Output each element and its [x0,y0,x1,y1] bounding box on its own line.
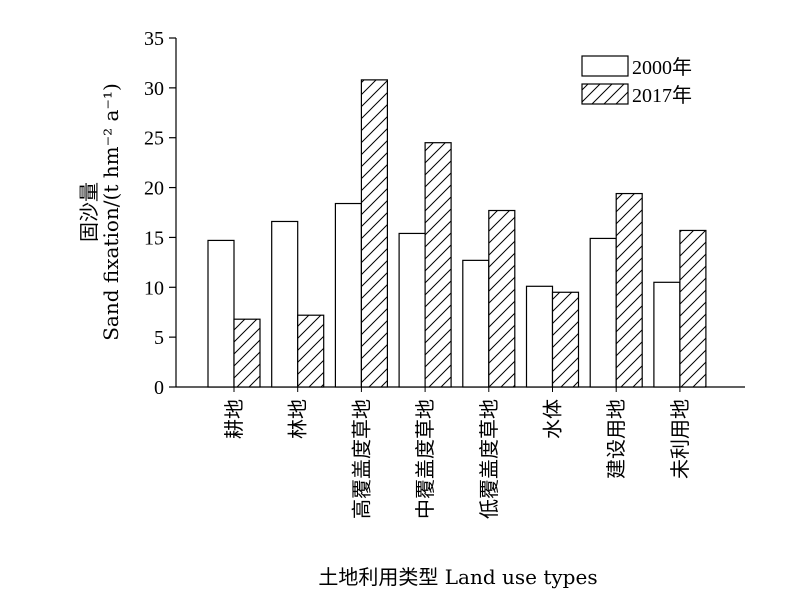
bar-2000 [334,202,362,388]
bar-2017 [551,291,580,388]
category-label: 林地 [286,399,310,439]
bar-2000 [271,220,299,388]
bar-2017 [360,79,388,388]
category-label: 耕地 [222,399,246,439]
category-label: 高覆盖度草地 [349,399,373,519]
legend-swatch-2017 [581,83,629,105]
y-tick-label: 5 [154,327,164,349]
y-axis-title: Sand fixation/(t hm⁻² a⁻¹) [99,83,123,341]
bar-2000 [207,239,235,388]
y-axis-title-chinese: 固沙量 [77,182,101,242]
category-label: 水体 [541,399,565,439]
bars [207,79,707,388]
y-tick-label: 25 [144,128,164,150]
bar-2017 [679,229,707,388]
y-tick-label: 0 [154,377,164,399]
bar-2000 [653,281,681,388]
y-tick-label: 10 [144,277,164,299]
bar-2017 [615,192,643,388]
bar-2000 [525,285,554,388]
category-label: 中覆盖度草地 [413,399,437,519]
y-tick-label: 35 [144,28,164,50]
x-axis [176,386,745,392]
legend-swatch-2000 [581,55,629,77]
legend-label-2017: 2017年 [632,84,692,107]
bar-2000 [462,259,490,388]
legend-label-2000: 2000年 [632,56,692,79]
y-tick-label: 30 [144,78,164,100]
category-label: 未利用地 [668,399,692,479]
y-tick-label: 15 [144,227,164,249]
legend: 2000年 2017年 [581,55,692,107]
bar-2000 [589,237,617,388]
bar-2017 [233,318,261,388]
bar-2017 [424,142,452,388]
category-label: 建设用地 [604,399,628,479]
bar-2017 [297,314,325,388]
category-label: 低覆盖度草地 [477,399,501,519]
y-tick-label: 20 [144,178,164,200]
category-labels: 耕地 林地 高覆盖度草地 中覆盖度草地 低覆盖度草地 水体 建设用地 未利用地 [222,399,692,519]
bar-2017 [488,209,516,388]
bar-2000 [398,232,426,388]
x-axis-title: 土地利用类型 Land use types [318,565,597,589]
y-axis: 0 5 10 15 20 25 30 35 [144,28,177,399]
